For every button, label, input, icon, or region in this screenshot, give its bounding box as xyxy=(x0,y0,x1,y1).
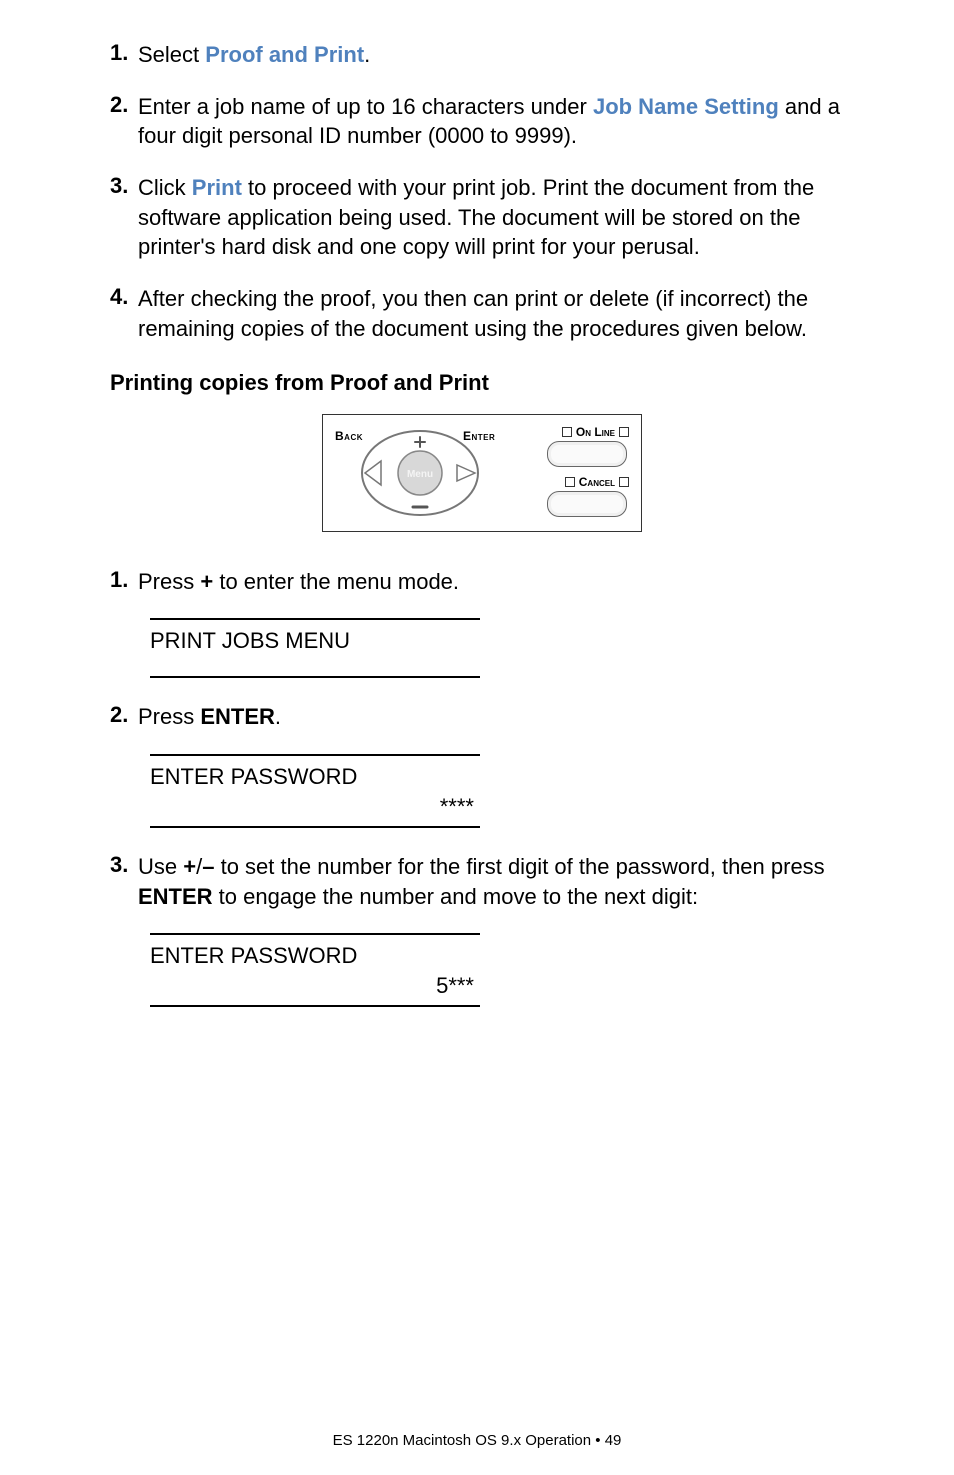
lcd-text-left: ENTER PASSWORD xyxy=(150,764,357,790)
text: Cancel xyxy=(579,475,615,489)
step-number: 2. xyxy=(110,92,138,118)
lcd-text-right: **** xyxy=(440,794,474,820)
panel-cancel-label: Cancel xyxy=(565,475,629,489)
led-icon xyxy=(619,427,629,437)
divider xyxy=(150,676,480,678)
text: Click xyxy=(138,175,192,200)
step-number: 3. xyxy=(110,173,138,199)
plus-symbol: + xyxy=(200,569,213,594)
text: Press xyxy=(138,704,200,729)
step-a4: 4. After checking the proof, you then ca… xyxy=(110,284,854,343)
lcd-text: PRINT JOBS MENU xyxy=(150,620,480,676)
link-print[interactable]: Print xyxy=(192,175,242,200)
lcd-display-3: ENTER PASSWORD 5*** xyxy=(150,933,480,1007)
page: 1. Select Proof and Print. 2. Enter a jo… xyxy=(0,0,954,1475)
step-text: Select Proof and Print. xyxy=(138,40,854,70)
step-b3: 3. Use +/– to set the number for the fir… xyxy=(110,852,854,911)
panel-cancel-button-icon xyxy=(547,491,627,517)
led-icon xyxy=(562,427,572,437)
step-number: 1. xyxy=(110,40,138,66)
step-a3: 3. Click Print to proceed with your prin… xyxy=(110,173,854,262)
plus-symbol: + xyxy=(183,854,196,879)
text: . xyxy=(275,704,281,729)
text: Use xyxy=(138,854,183,879)
lcd-text-right: 5*** xyxy=(436,973,474,999)
step-text: Click Print to proceed with your print j… xyxy=(138,173,854,262)
panel-online-button-icon xyxy=(547,441,627,467)
link-job-name-setting[interactable]: Job Name Setting xyxy=(593,94,779,119)
text: . xyxy=(364,42,370,67)
step-text: Enter a job name of up to 16 characters … xyxy=(138,92,854,151)
lcd-display-2: ENTER PASSWORD **** xyxy=(150,754,480,828)
step-text: Press + to enter the menu mode. xyxy=(138,567,854,597)
panel-navpad-icon: Menu xyxy=(335,421,505,525)
step-b2: 2. Press ENTER. xyxy=(110,702,854,732)
printer-control-panel-figure: Back Enter Menu xyxy=(110,414,854,537)
printer-panel: Back Enter Menu xyxy=(322,414,642,532)
lcd-line: ENTER PASSWORD xyxy=(150,935,480,973)
step-number: 4. xyxy=(110,284,138,310)
enter-key-label: ENTER xyxy=(138,884,213,909)
lcd-display-1: PRINT JOBS MENU xyxy=(150,618,480,678)
step-number: 3. xyxy=(110,852,138,878)
led-icon xyxy=(565,477,575,487)
led-icon xyxy=(619,477,629,487)
text: to set the number for the first digit of… xyxy=(214,854,824,879)
lcd-text-left: ENTER PASSWORD xyxy=(150,943,357,969)
panel-menu-label: Menu xyxy=(407,469,433,480)
step-b1: 1. Press + to enter the menu mode. xyxy=(110,567,854,597)
text: Press xyxy=(138,569,200,594)
page-footer: ES 1220n Macintosh OS 9.x Operation • 49 xyxy=(0,1432,954,1449)
step-number: 1. xyxy=(110,567,138,593)
subheading-printing-copies: Printing copies from Proof and Print xyxy=(110,370,854,396)
step-text: Use +/– to set the number for the first … xyxy=(138,852,854,911)
step-text: Press ENTER. xyxy=(138,702,854,732)
link-proof-and-print[interactable]: Proof and Print xyxy=(205,42,364,67)
panel-online-label: On Line xyxy=(562,425,629,439)
text: On Line xyxy=(576,425,615,439)
enter-key-label: ENTER xyxy=(200,704,275,729)
step-a2: 2. Enter a job name of up to 16 characte… xyxy=(110,92,854,151)
text: to engage the number and move to the nex… xyxy=(213,884,699,909)
lcd-line: **** xyxy=(150,794,480,826)
step-a1: 1. Select Proof and Print. xyxy=(110,40,854,70)
divider xyxy=(150,826,480,828)
lcd-line: ENTER PASSWORD xyxy=(150,756,480,794)
text: Select xyxy=(138,42,205,67)
step-text: After checking the proof, you then can p… xyxy=(138,284,854,343)
divider xyxy=(150,1005,480,1007)
minus-symbol: – xyxy=(202,854,214,879)
text: Enter a job name of up to 16 characters … xyxy=(138,94,593,119)
lcd-line: 5*** xyxy=(150,973,480,1005)
text: to enter the menu mode. xyxy=(213,569,459,594)
step-number: 2. xyxy=(110,702,138,728)
